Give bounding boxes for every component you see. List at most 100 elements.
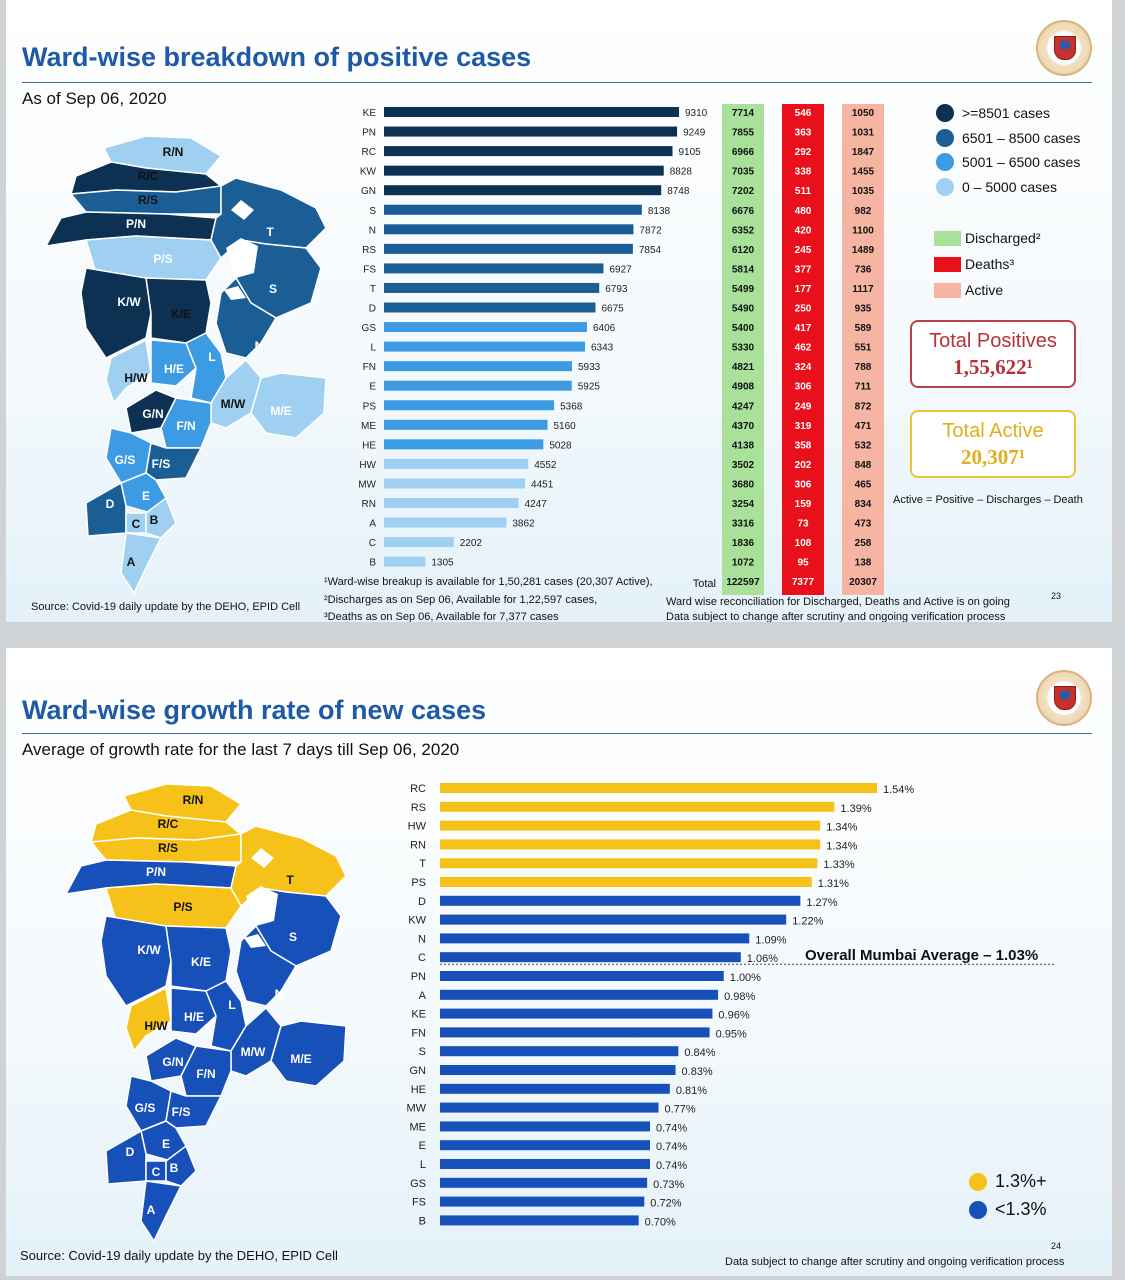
- discharged-cell: 7202: [732, 186, 755, 197]
- verification-note: Data subject to change after scrutiny an…: [725, 1256, 1065, 1268]
- discharged-cell: 6676: [732, 206, 755, 217]
- bar-value-label: 0.70%: [645, 1216, 676, 1228]
- category-label: FN: [411, 1027, 426, 1039]
- bar: [440, 1065, 676, 1075]
- discharged-cell: 6352: [732, 225, 755, 236]
- bar-value-label: 0.73%: [653, 1179, 684, 1191]
- category-label: RN: [362, 499, 376, 510]
- ward-label: E: [162, 1137, 170, 1151]
- ward-label: D: [106, 497, 115, 511]
- lake-shape: [226, 238, 258, 278]
- lake-shape: [244, 934, 266, 948]
- active-cell: 1031: [852, 128, 875, 139]
- bar: [440, 1102, 659, 1113]
- ward-b: [145, 496, 177, 539]
- bar-value-label: 1.33%: [823, 859, 854, 871]
- discharged-cell: 7714: [732, 108, 755, 119]
- deaths-cell: 462: [795, 343, 812, 354]
- bar-value-label: 1.34%: [826, 822, 857, 834]
- ward-label: N: [255, 339, 264, 353]
- ward-a: [140, 1180, 183, 1243]
- active-cell: 1035: [852, 186, 875, 197]
- discharged-cell: 4370: [732, 421, 755, 432]
- ward-label: G/N: [142, 407, 163, 421]
- category-label: GN: [410, 1065, 427, 1077]
- ward-me: [250, 372, 327, 439]
- ward-label: K/W: [117, 295, 141, 309]
- category-label: RC: [410, 783, 426, 795]
- deaths-cell: 511: [795, 186, 812, 197]
- active-cell: 589: [855, 323, 872, 334]
- footnote-2: ²Discharges as on Sep 06, Available for …: [324, 594, 598, 606]
- category-label: L: [420, 1159, 426, 1171]
- total-active-label: Total Active: [942, 420, 1044, 442]
- bar-value-label: 5028: [549, 440, 572, 451]
- legend-label: 6501 – 8500 cases: [962, 130, 1081, 146]
- ward-label: S: [289, 930, 297, 944]
- bar-value-label: 4247: [525, 499, 548, 510]
- category-label: C: [418, 952, 426, 964]
- ward-label: N: [275, 987, 284, 1001]
- discharged-cell: 3254: [732, 499, 755, 510]
- legend-label: Deaths³: [965, 256, 1015, 272]
- bar-value-label: 6406: [593, 323, 616, 334]
- category-label: KW: [408, 915, 426, 927]
- ward-label: H/E: [164, 362, 184, 376]
- active-total: 20307: [849, 577, 877, 588]
- active-cell: 1455: [852, 167, 875, 178]
- category-label: RS: [362, 245, 376, 256]
- slide1-subtitle: As of Sep 06, 2020: [22, 89, 167, 108]
- map2-label-group: R/N R/C R/S P/N P/S T K/W K/E S N H/W H/E L G/N M/W M/E…: [126, 793, 312, 1217]
- ward-map-growth: R/N R/C R/S P/N P/S T K/W K/E S N H/W H/E L G/N M/W M/E…: [46, 776, 347, 1246]
- bar-value-label: 0.72%: [650, 1198, 681, 1210]
- category-label: ME: [361, 421, 376, 432]
- bar: [384, 498, 519, 508]
- category-label: RC: [362, 147, 376, 158]
- legend-dot-icon: [969, 1200, 987, 1219]
- deaths-cell: 319: [795, 421, 812, 432]
- ward-label: G/S: [135, 1101, 156, 1115]
- bar-value-label: 0.74%: [656, 1141, 687, 1153]
- bar: [384, 107, 679, 117]
- ward-b: [165, 1144, 197, 1187]
- bar: [384, 478, 526, 489]
- active-cell: 551: [855, 343, 872, 354]
- cases-bar-chart: KE 9310 PN 9249 RC 9105 KW 8828 GN 8748 S 8138 N 7872…: [336, 100, 886, 601]
- bar: [384, 243, 633, 254]
- category-label: A: [419, 990, 427, 1002]
- bar-value-label: 6343: [591, 343, 614, 354]
- legend-high-growth: 1.3%+: [969, 1171, 1047, 1192]
- ward-label: C: [152, 1165, 161, 1179]
- bar-value-label: 5160: [554, 421, 577, 432]
- legend-dot-icon: [936, 104, 954, 122]
- category-label: HE: [411, 1084, 426, 1096]
- ward-label: F/S: [152, 457, 171, 471]
- category-label: B: [419, 1215, 426, 1227]
- legend-cases-2: 6501 – 8500 cases: [936, 129, 1080, 147]
- deaths-cell: 377: [795, 264, 812, 275]
- total-positives-label: Total Positives: [929, 330, 1057, 352]
- category-label: GS: [362, 323, 377, 334]
- slide1-title: Ward-wise breakdown of positive cases: [22, 42, 532, 72]
- ward-me: [270, 1020, 347, 1087]
- ward-label: M/W: [241, 1045, 266, 1059]
- bar: [440, 1215, 639, 1226]
- category-label: L: [370, 343, 376, 354]
- discharged-cell: 7855: [732, 128, 755, 139]
- bar: [384, 204, 642, 215]
- bar: [440, 783, 877, 793]
- legend-label: Active: [965, 282, 1004, 298]
- bar-value-label: 0.77%: [665, 1104, 696, 1116]
- bar: [440, 1046, 679, 1057]
- bar: [384, 224, 634, 235]
- reconciliation-note: Ward wise reconciliation for Discharged,…: [666, 596, 1010, 608]
- deaths-cell: 95: [797, 558, 809, 569]
- ward-label: A: [147, 1203, 156, 1217]
- deaths-cell: 306: [795, 479, 812, 490]
- category-label: N: [418, 933, 426, 945]
- active-cell: 711: [855, 382, 872, 393]
- bar-value-label: 1.09%: [755, 934, 786, 946]
- ward-map-cases: R/N R/C R/S P/N P/S T K/W K/E S N H/W H/E L G/N M/W M/E…: [26, 128, 327, 598]
- ward-hw: [125, 986, 172, 1053]
- ward-label: R/S: [158, 841, 178, 855]
